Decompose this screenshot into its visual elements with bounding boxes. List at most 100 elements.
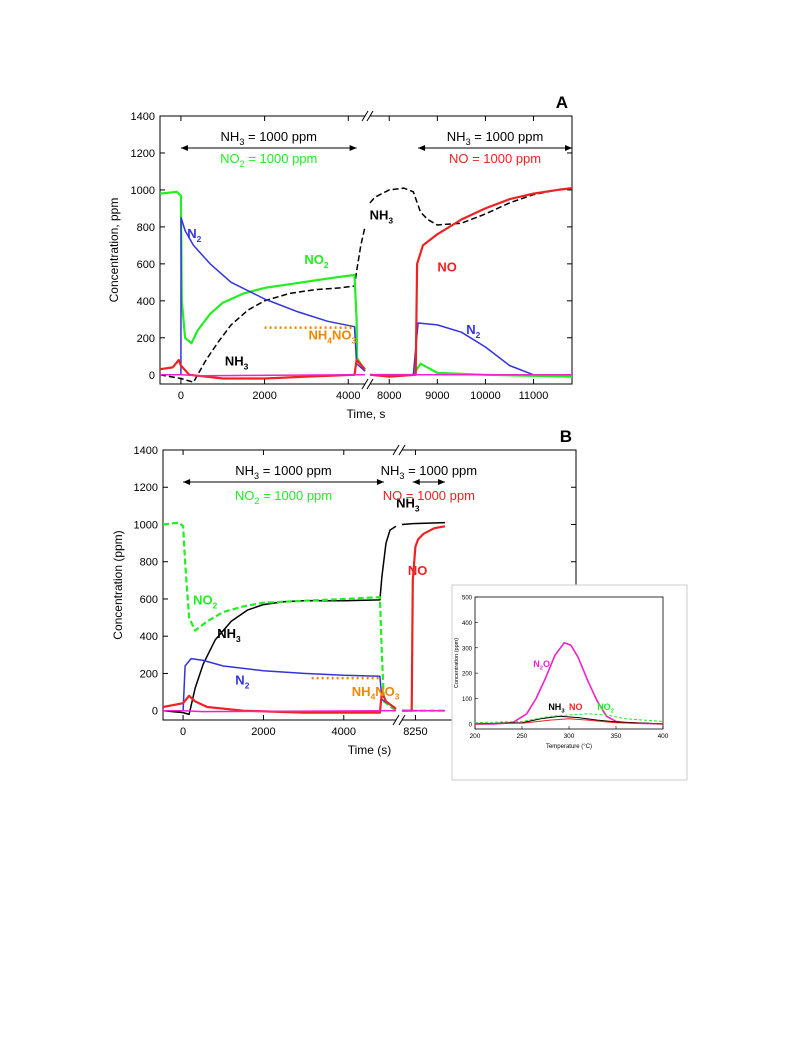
inset-x-tick-label: 350 — [611, 733, 622, 740]
series-n2o-line — [163, 709, 397, 713]
inset-background — [451, 584, 688, 781]
inset-species-label: N2​O — [533, 659, 550, 672]
x-tick-label: 0 — [178, 390, 184, 402]
y-axis-label: Concentration (ppm) — [111, 530, 125, 639]
feed-arrow-head — [565, 145, 572, 151]
series-nh3-line — [160, 226, 366, 383]
panel-inset: 0 100 200 300 400 500 200 250 300 350 400 Temperatu… — [451, 584, 688, 781]
x-tick-label: 2000 — [252, 390, 276, 402]
species-label: NH4​NO3​ — [352, 684, 400, 702]
axis-break-mark — [398, 444, 406, 456]
feed-label-nh3: NH3 = 1000 ppm — [381, 463, 477, 481]
x-tick-label: 8250 — [403, 726, 427, 738]
species-label: NO — [437, 259, 457, 274]
x-tick-label: 9000 — [425, 390, 449, 402]
feed-arrow-head — [376, 479, 384, 485]
x-tick-label: 0 — [180, 726, 186, 738]
series-nh3-line — [401, 521, 446, 526]
series-group — [160, 187, 572, 383]
inset-species-label: NH3​ — [548, 702, 565, 715]
y-tick-label: 400 — [137, 296, 155, 308]
feed-arrow-head — [438, 479, 445, 485]
inset-species-label: NO — [569, 702, 583, 712]
axis-break-mark — [366, 378, 374, 390]
y-tick-label: 1400 — [131, 111, 155, 123]
inset-y-tick-label: 0 — [469, 722, 473, 728]
feed-label-nh3: NH3 = 1000 ppm — [221, 129, 317, 147]
panel-A: 0 200 400 600 800 1000 1200 1400 0 2000 4000 8000 90… — [107, 93, 573, 421]
species-label: NH3​ — [225, 354, 249, 372]
x-axis-label: Time, s — [347, 407, 386, 421]
x-tick-label: 2000 — [251, 726, 275, 738]
series-nh3-line — [369, 187, 572, 226]
inset-series-nh3-line — [474, 715, 664, 725]
x-tick-label: 10000 — [470, 390, 501, 402]
feed-label-nh3: NH3 = 1000 ppm — [447, 129, 543, 147]
series-no2-line — [163, 521, 397, 712]
species-label: NO2​ — [304, 252, 329, 270]
inset-x-axis-label: Temperature (°C) — [546, 744, 592, 750]
series-no-line — [402, 525, 446, 712]
feed-label-second: NO = 1000 ppm — [383, 488, 475, 503]
species-label: NH3​ — [217, 626, 241, 644]
inset-x-tick-label: 400 — [658, 733, 669, 740]
series-nh3-line — [163, 525, 397, 716]
x-axis-label: Time (s) — [348, 743, 392, 757]
species-label: N2​ — [187, 226, 201, 244]
series-no2-line — [160, 190, 366, 372]
species-label: NH4​NO3​ — [309, 328, 357, 346]
axis-break-mark — [392, 714, 400, 726]
y-tick-label: 1200 — [134, 482, 158, 494]
series-n2-line — [163, 657, 397, 712]
x-tick-label: 4000 — [336, 390, 360, 402]
axis-break-gap — [365, 382, 370, 386]
inset-x-tick-label: 250 — [517, 733, 528, 740]
feed-label-second: NO = 1000 ppm — [449, 151, 541, 166]
inset-species-label: NO2​ — [597, 702, 615, 715]
x-tick-label: 8000 — [377, 390, 401, 402]
series-no-line — [160, 358, 366, 380]
species-label: NH3​ — [396, 496, 420, 514]
x-tick-label: 11000 — [519, 390, 549, 402]
feed-arrow-head — [183, 479, 191, 485]
y-tick-label: 200 — [137, 333, 155, 345]
inset-y-tick-label: 300 — [462, 646, 473, 652]
y-tick-label: 1200 — [131, 148, 155, 160]
y-tick-label: 0 — [152, 706, 158, 718]
axis-break-mark — [361, 110, 369, 122]
axis-break-gap — [396, 448, 402, 452]
species-label: NO — [408, 563, 428, 578]
series-n2o-line — [160, 374, 365, 377]
feed-label-nh3: NH3 = 1000 ppm — [235, 463, 331, 481]
species-label: N2​ — [466, 322, 480, 340]
y-tick-label: 800 — [137, 222, 155, 234]
species-label: NH3​ — [370, 208, 394, 226]
axis-break-mark — [366, 110, 374, 122]
feed-arrow-head — [418, 145, 426, 151]
y-tick-label: 1000 — [131, 185, 155, 197]
inset-series-no2-line — [474, 713, 664, 724]
feed-label-second: NO2 = 1000 ppm — [235, 488, 332, 506]
feed-label-second: NO2 = 1000 ppm — [220, 151, 317, 169]
series-n2-line — [160, 216, 366, 376]
y-tick-label: 400 — [140, 631, 158, 643]
feed-arrow-head — [349, 145, 357, 151]
axis-break-mark — [398, 714, 406, 726]
inset-y-tick-label: 100 — [462, 697, 473, 703]
y-tick-label: 600 — [140, 594, 158, 606]
x-tick-label: 4000 — [332, 726, 356, 738]
species-label: NO2​ — [193, 593, 218, 611]
feed-arrow-head — [180, 145, 188, 151]
inset-x-tick-label: 300 — [564, 733, 575, 740]
axis-break-mark — [361, 378, 369, 390]
panel-label: B — [560, 427, 572, 446]
series-no-line — [369, 187, 572, 378]
y-tick-label: 200 — [140, 668, 158, 680]
series-group — [163, 521, 446, 716]
inset-y-tick-label: 500 — [462, 596, 473, 602]
y-tick-label: 800 — [140, 557, 158, 569]
y-tick-label: 1000 — [134, 519, 158, 531]
